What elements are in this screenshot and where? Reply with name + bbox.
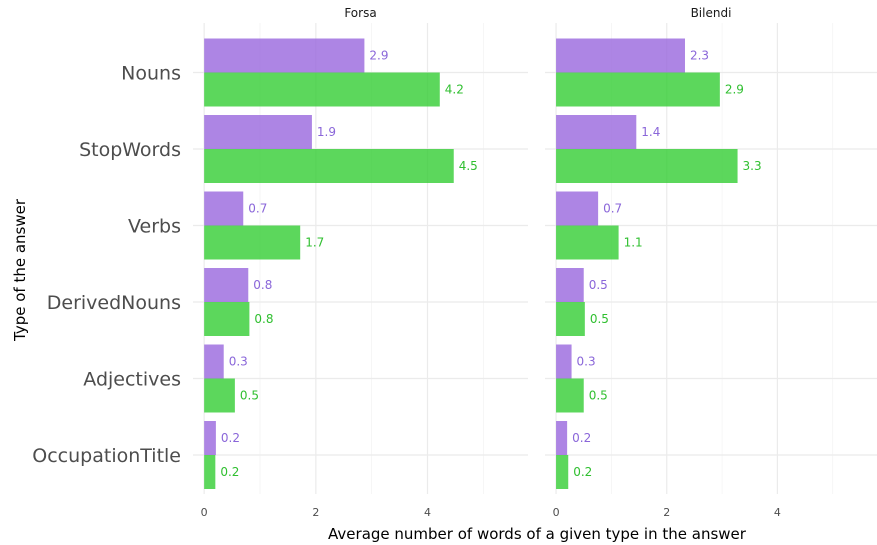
data-label: 0.7 — [603, 202, 622, 216]
data-label: 0.2 — [573, 465, 592, 479]
data-label: 0.3 — [577, 355, 596, 369]
data-label: 0.8 — [253, 278, 272, 292]
bar — [556, 302, 585, 336]
bar — [556, 268, 584, 302]
data-label: 1.7 — [305, 236, 324, 250]
y-tick-label: DerivedNouns — [47, 292, 181, 314]
data-label: 0.5 — [589, 389, 608, 403]
y-tick-label: OccupationTitle — [32, 445, 181, 467]
panel-bilendi: Bilendi 2.3 2.9 1.4 3.3 0.7 1.1 0.5 0.5 0.3 0.5 0.2… — [545, 6, 877, 519]
x-tick-label: 0 — [553, 506, 560, 519]
bar — [204, 421, 216, 455]
bar — [556, 378, 584, 413]
bar — [204, 149, 454, 183]
data-label: 0.7 — [248, 202, 267, 216]
bar — [204, 38, 365, 73]
bar — [204, 268, 249, 302]
data-label: 0.5 — [590, 312, 609, 326]
data-label: 3.3 — [743, 159, 762, 173]
data-label: 2.9 — [725, 83, 744, 97]
data-label: 1.1 — [624, 236, 643, 250]
strip-title: Bilendi — [691, 6, 732, 20]
bar — [556, 191, 599, 226]
bar — [204, 191, 244, 226]
data-label: 0.2 — [221, 431, 240, 445]
data-label: 4.2 — [445, 83, 464, 97]
bar — [556, 455, 569, 489]
y-tick-label: Verbs — [128, 216, 181, 238]
bar — [556, 421, 568, 455]
bar — [204, 225, 301, 260]
bar — [204, 344, 224, 379]
data-label: 0.2 — [220, 465, 239, 479]
x-axis-title: Average number of words of a given type … — [328, 525, 747, 543]
bar — [204, 115, 312, 149]
category-labels: Nouns StopWords Verbs DerivedNouns Adjective… — [32, 63, 181, 468]
y-tick-label: StopWords — [79, 139, 181, 161]
data-label: 1.9 — [317, 125, 336, 139]
x-tick-label: 4 — [774, 506, 781, 519]
data-label: 0.8 — [254, 312, 273, 326]
x-tick-label: 2 — [312, 506, 319, 519]
bar — [556, 38, 685, 73]
bar — [556, 344, 572, 379]
data-label: 2.3 — [690, 49, 709, 63]
y-tick-label: Nouns — [121, 63, 181, 85]
y-tick-label: Adjectives — [83, 369, 181, 391]
x-tick-label: 2 — [663, 506, 670, 519]
bar — [204, 302, 250, 336]
bar — [204, 72, 440, 107]
bar — [204, 378, 235, 413]
strip-title: Forsa — [344, 6, 376, 20]
panel-forsa: Forsa 2.9 4.2 1.9 4.5 0.7 1.7 0.8 0.8 0.3 0.5 0.2 0.… — [193, 6, 528, 519]
bar — [556, 149, 738, 183]
bar — [204, 455, 216, 489]
bar — [556, 115, 637, 149]
data-label: 1.4 — [641, 125, 660, 139]
panels-layer: Forsa 2.9 4.2 1.9 4.5 0.7 1.7 0.8 0.8 0.3 0.5 0.2 0.… — [193, 6, 877, 519]
x-tick-label: 4 — [424, 506, 431, 519]
data-label: 4.5 — [459, 159, 478, 173]
bar — [556, 225, 619, 260]
y-axis-title: Type of the answer — [11, 198, 29, 342]
bar — [556, 72, 720, 107]
data-label: 2.9 — [369, 49, 388, 63]
x-tick-label: 0 — [201, 506, 208, 519]
data-label: 0.2 — [572, 431, 591, 445]
data-label: 0.5 — [240, 389, 259, 403]
data-label: 0.3 — [229, 355, 248, 369]
data-label: 0.5 — [589, 278, 608, 292]
